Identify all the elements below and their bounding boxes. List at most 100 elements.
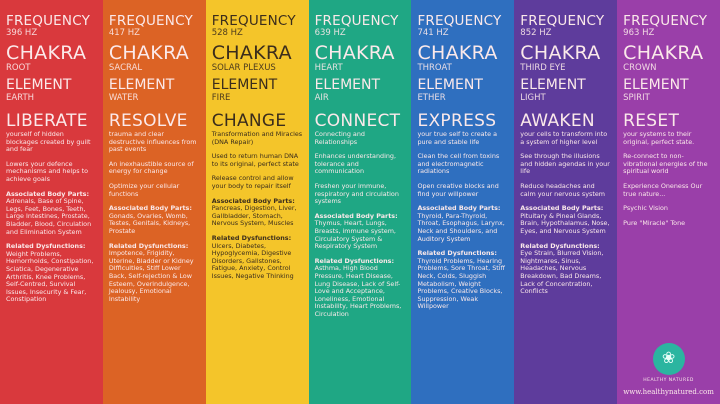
frequency-label: FREQUENCY: [417, 13, 502, 29]
body-parts: Associated Body Parts: Adrenals, Base of…: [6, 189, 97, 237]
description-paragraph: your cells to transform into a system of…: [520, 130, 608, 146]
description-paragraph: trauma and clear destructive influences …: [108, 130, 197, 154]
frequency-value: 639 HZ: [314, 28, 346, 38]
keyword: CHANGE: [211, 111, 287, 131]
element-label: ELEMENT: [623, 77, 689, 93]
chakra-name: CROWN: [623, 63, 657, 73]
description-paragraph: your true self to create a pure and stab…: [417, 130, 497, 146]
description-paragraph: Re-connect to non-vibrational energies o…: [623, 152, 708, 176]
dysfunctions-text: Ulcers, Diabetes, Hypoglycemia, Digestiv…: [211, 241, 294, 280]
body-parts-label: Associated Body Parts:: [211, 196, 295, 205]
body-parts-text: Pituitary & Pineal Glands, Brain, Hypoth…: [520, 211, 610, 235]
frequency-value: 741 HZ: [417, 28, 449, 38]
lotus-icon: [652, 343, 685, 375]
frequency-label: FREQUENCY: [314, 13, 399, 29]
dysfunctions-text: Impotence, Frigidity, Uterine, Bladder o…: [108, 249, 194, 303]
chakra-name: SACRAL: [108, 63, 143, 73]
chakra-column-crown: FREQUENCY 963 HZ CHAKRA CROWN ELEMENT SPIRIT R…: [617, 0, 720, 404]
body-parts: Associated Body Parts: Pancreas, Digesti…: [211, 196, 303, 228]
chakra-label: CHAKRA: [6, 42, 87, 64]
element-name: LIGHT: [520, 93, 546, 103]
dysfunctions-label: Related Dysfunctions:: [211, 233, 292, 242]
dysfunctions-label: Related Dysfunctions:: [314, 256, 395, 265]
chakra-label: CHAKRA: [108, 42, 190, 64]
chakra-label: CHAKRA: [623, 42, 704, 64]
body-parts-label: Associated Body Parts:: [417, 204, 501, 213]
dysfunctions-label: Related Dysfunctions:: [108, 241, 189, 250]
keyword: AWAKEN: [520, 111, 595, 131]
chakra-label: CHAKRA: [211, 42, 292, 64]
keyword-tagline: Connecting and Relationships: [314, 130, 365, 146]
frequency-value: 417 HZ: [108, 28, 140, 38]
chakra-column-root: FREQUENCY 396 HZ CHAKRA ROOT ELEMENT EARTH LIB…: [0, 0, 103, 404]
body-parts-text: Adrenals, Base of Spine, Legs, Feet, Bon…: [6, 197, 92, 236]
body-parts: Associated Body Parts: Gonads, Ovaries, …: [108, 204, 200, 235]
element-name: WATER: [108, 93, 139, 103]
brand-name: HEALTHY NATURED: [643, 378, 694, 383]
dysfunctions-text: Eye Strain, Blurred Vision, Nightmares, …: [520, 249, 604, 296]
description-paragraph: Lowers your defence mechanisms and helps…: [6, 159, 89, 183]
brand-logo: HEALTHY NATURED www.healthynatured.com: [617, 343, 720, 396]
chakra-column-third-eye: FREQUENCY 852 HZ CHAKRA THIRD EYE ELEMENT LIG…: [514, 0, 618, 404]
frequency-label: FREQUENCY: [520, 13, 605, 29]
dysfunctions: Related Dysfunctions: Impotence, Frigidi…: [108, 241, 200, 304]
element-label: ELEMENT: [6, 77, 72, 93]
element-name: SPIRIT: [623, 93, 650, 103]
description-paragraph: Reduce headaches and calm your nervous s…: [520, 181, 605, 198]
element-name: AIR: [314, 93, 329, 103]
chakra-column-solar-plexus: FREQUENCY 528 HZ CHAKRA SOLAR PLEXUS ELEMENT…: [205, 0, 309, 404]
chakra-name: HEART: [314, 63, 343, 73]
body-parts-label: Associated Body Parts:: [520, 204, 604, 213]
description-paragraph: Experience Oneness Our true nature...: [623, 181, 703, 198]
dysfunctions: Related Dysfunctions: Ulcers, Diabetes, …: [211, 233, 303, 281]
element-name: EARTH: [6, 93, 35, 103]
chakra-name: THROAT: [417, 63, 452, 73]
dysfunctions: Related Dysfunctions: Thyroid Problems, …: [417, 249, 508, 311]
body-parts-text: Gonads, Ovaries, Womb, Testes, Genitals,…: [108, 211, 191, 235]
chakra-column-heart: FREQUENCY 639 HZ CHAKRA HEART ELEMENT AIR CONN…: [308, 0, 412, 404]
description-paragraph: Pure "Miracle" Tone: [623, 218, 686, 227]
frequency-label: FREQUENCY: [211, 13, 296, 29]
description-paragraph: Release control and allow your body to r…: [211, 174, 294, 190]
website-link[interactable]: www.healthynatured.com: [623, 388, 714, 396]
dysfunctions: Related Dysfunctions: Eye Strain, Blurre…: [520, 241, 611, 296]
description-paragraph: yourself of hidden blockages created by …: [6, 130, 91, 154]
description-paragraph: Freshen your immune, respiratory and cir…: [314, 181, 399, 206]
element-name: ETHER: [417, 93, 446, 103]
chakra-name: SOLAR PLEXUS: [211, 63, 276, 73]
dysfunctions: Related Dysfunctions: Weight Problems, H…: [6, 242, 97, 304]
description-paragraph: your systems to their original, perfect …: [623, 130, 695, 146]
element-label: ELEMENT: [520, 77, 586, 93]
keyword: EXPRESS: [417, 111, 497, 131]
element-label: ELEMENT: [211, 77, 278, 93]
description-paragraph: An inexhaustible source of energy for ch…: [108, 159, 194, 176]
element-label: ELEMENT: [314, 77, 381, 93]
frequency-label: FREQUENCY: [6, 13, 91, 29]
chakra-name: THIRD EYE: [520, 63, 566, 73]
keyword: LIBERATE: [6, 111, 88, 131]
dysfunctions-text: Weight Problems, Hemorrhoids, Constipati…: [6, 249, 94, 304]
body-parts-label: Associated Body Parts:: [6, 189, 90, 198]
frequency-label: FREQUENCY: [108, 13, 193, 29]
body-parts-label: Associated Body Parts:: [314, 211, 398, 220]
body-parts-label: Associated Body Parts:: [108, 204, 192, 213]
frequency-value: 852 HZ: [520, 28, 552, 38]
element-name: FIRE: [211, 93, 231, 103]
description-paragraph: Enhances understanding, tolerance and co…: [314, 152, 396, 176]
description-paragraph: Clean the cell from toxins and electroma…: [417, 152, 500, 176]
chakra-label: CHAKRA: [417, 42, 498, 64]
description-paragraph: Used to return human DNA to its original…: [211, 152, 299, 168]
chakra-label: CHAKRA: [314, 42, 395, 64]
frequency-value: 963 HZ: [623, 28, 655, 38]
frequency-value: 396 HZ: [6, 28, 38, 38]
description-paragraph: Psychic Vision: [623, 204, 668, 213]
dysfunctions: Related Dysfunctions: Asthma, High Blood…: [314, 256, 406, 319]
chakra-label: CHAKRA: [520, 42, 601, 64]
dysfunctions-label: Related Dysfunctions:: [520, 241, 600, 250]
body-parts-text: Pancreas, Digestion, Liver, Gallbladder,…: [211, 204, 297, 228]
keyword: RESET: [623, 111, 680, 131]
description-paragraph: Optimize your cellular functions: [108, 181, 180, 198]
body-parts-text: Thyroid, Para-Thyroid, Throat, Esophagus…: [417, 211, 505, 243]
description-paragraph: Open creative blocks and find your willp…: [417, 181, 499, 198]
